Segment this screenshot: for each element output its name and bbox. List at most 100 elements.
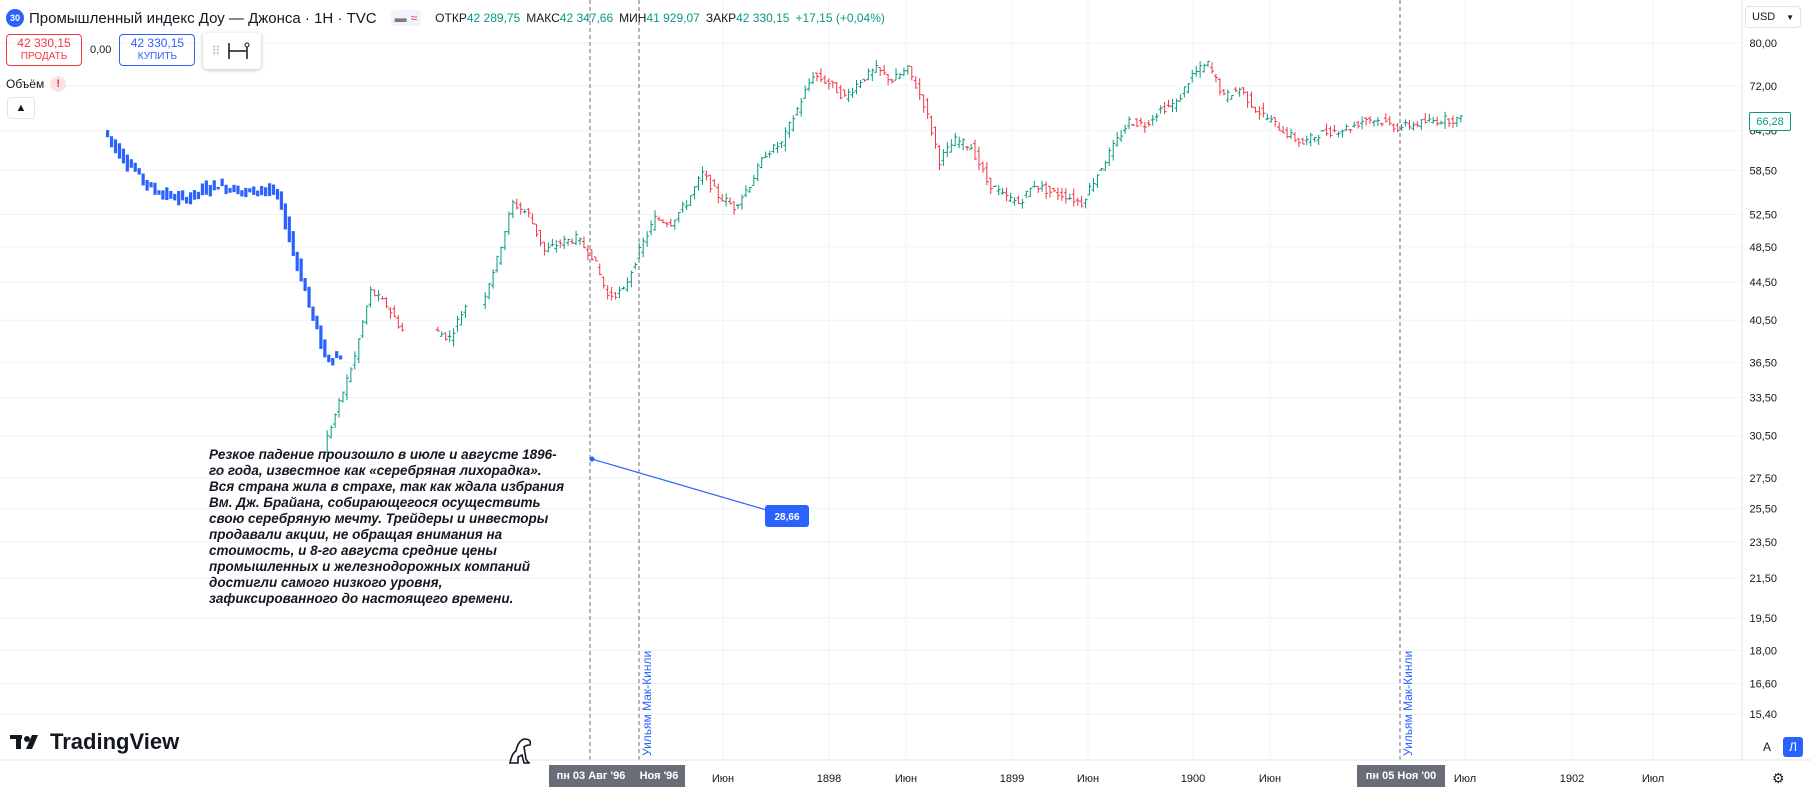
ohlc-bar: [335, 351, 339, 359]
chevron-down-icon: ▼: [1786, 12, 1794, 22]
ohlc-bar: [271, 184, 276, 195]
trade-panel: 42 330,15 ПРОДАТЬ 0,00 42 330,15 КУПИТЬ: [6, 34, 196, 66]
tradingview-logo-icon: [10, 735, 38, 749]
auto-scale-button[interactable]: A: [1762, 740, 1771, 754]
vertical-marker-label: Уильям Мак-Кинли: [1401, 651, 1415, 756]
x-tick-label: Июн: [1077, 773, 1099, 785]
x-tick-label: Июн: [895, 773, 917, 785]
buy-label: КУПИТЬ: [137, 51, 178, 62]
ohlc-bar: [141, 173, 145, 186]
warning-icon[interactable]: !: [50, 76, 67, 92]
x-tick-label: Июн: [1259, 773, 1281, 785]
currency-select[interactable]: USD ▼: [1745, 6, 1801, 28]
ohlc-bar: [315, 315, 319, 330]
ohlc-bar: [129, 159, 133, 168]
ohlc-bar: [323, 339, 327, 358]
ohlc-bar: [240, 190, 244, 197]
buy-price: 42 330,15: [130, 36, 185, 50]
ohlc-bar: [252, 186, 256, 195]
x-tick-label: Июл: [1642, 773, 1664, 785]
y-tick-label: 33,50: [1749, 392, 1777, 404]
date-tag-2: Ноя '96: [633, 765, 685, 787]
y-tick-label: 44,50: [1749, 277, 1777, 289]
symbol-badge: 30: [6, 9, 24, 27]
last-price-tag: 66,28: [1749, 112, 1791, 131]
chart-grid: [0, 0, 1742, 760]
ohlc-bar: [291, 231, 295, 256]
ohlc-bar: [169, 191, 173, 199]
x-tick-label: 1899: [1000, 773, 1024, 785]
ohlc-bar: [264, 187, 268, 197]
status-dash-icon: ▬: [394, 11, 407, 25]
ohlc-values: ОТКР 42 289,75 МАКС 42 347,66 МИН 41 929,07…: [435, 11, 891, 25]
ohlc-bar: [208, 184, 212, 197]
sell-label: ПРОДАТЬ: [20, 51, 68, 62]
ohlc-bar: [248, 188, 252, 193]
dino-icon[interactable]: [506, 735, 534, 765]
ohlc-bar: [200, 183, 204, 196]
log-scale-button[interactable]: Л: [1783, 737, 1803, 757]
ohlc-bar: [149, 182, 153, 188]
symbol-title[interactable]: Промышленный индекс Доу — Джонса · 1Н · …: [29, 9, 377, 27]
status-wave-icon: ≈: [410, 11, 418, 25]
chevron-up-icon: ▲: [15, 102, 27, 114]
ohlc-bar: [275, 188, 280, 200]
y-tick-label: 18,00: [1749, 645, 1777, 657]
trend-price-label: 28,66: [774, 512, 799, 523]
y-tick-label: 80,00: [1749, 38, 1777, 50]
chart-header: 30 Промышленный индекс Доу — Джонса · 1Н…: [6, 8, 891, 28]
y-tick-label: 15,40: [1749, 709, 1777, 721]
ohlc-bar: [228, 188, 232, 193]
ohlc-bar: [303, 278, 307, 292]
collapse-button[interactable]: ▲: [7, 97, 35, 119]
ohlc-bar: [165, 187, 169, 201]
sell-button[interactable]: 42 330,15 ПРОДАТЬ: [6, 34, 82, 66]
ohlc-bar: [319, 325, 323, 349]
y-tick-label: 25,50: [1749, 504, 1777, 516]
ohlc-bar: [173, 193, 177, 201]
tradingview-logo[interactable]: TradingView: [10, 729, 179, 755]
price-axis: 80,0072,0064,5058,5052,5048,5044,5040,50…: [1741, 0, 1777, 760]
y-tick-label: 27,50: [1749, 473, 1777, 485]
x-tick-label: Июл: [1454, 773, 1476, 785]
ohlc-bar: [327, 354, 331, 363]
drag-handle-icon[interactable]: ⠿: [211, 44, 221, 58]
ohlc-bar: [216, 186, 220, 190]
ohlc-bar: [153, 182, 157, 195]
date-tag-1: пн 03 Авг '96: [549, 765, 633, 787]
ohlc-bar: [220, 178, 224, 187]
ohlc-bar: [177, 190, 181, 206]
trend-line-tool: 28,66: [589, 456, 809, 527]
sell-price: 42 330,15: [17, 36, 71, 50]
ohlc-bar: [133, 162, 137, 172]
volume-legend: Объём !: [6, 76, 67, 92]
y-tick-label: 36,50: [1749, 358, 1777, 370]
ohlc-bar: [279, 191, 283, 210]
ohlc-bar: [212, 180, 216, 191]
ohlc-low-key: МИН: [619, 11, 647, 25]
ohlc-low: 41 929,07: [646, 11, 700, 25]
text-annotation[interactable]: Резкое падение произошло в июле и август…: [209, 447, 565, 606]
drawing-toolbox[interactable]: ⠿: [203, 33, 261, 69]
x-tick-label: Июн: [712, 773, 734, 785]
price-range-icon[interactable]: [226, 40, 252, 62]
y-tick-label: 21,50: [1749, 573, 1777, 585]
volume-label[interactable]: Объём: [6, 77, 45, 91]
ohlc-bar: [157, 190, 161, 195]
ohlc-bar: [192, 190, 197, 200]
ohlc-bar: [283, 203, 287, 230]
market-status[interactable]: ▬ ≈: [390, 10, 422, 26]
ohlc-bars: [106, 59, 1463, 453]
x-tick-label: 1898: [817, 773, 841, 785]
vertical-marker-label: Уильям Мак-Кинли: [640, 651, 654, 756]
y-tick-label: 16,60: [1749, 678, 1777, 690]
ohlc-bar: [204, 180, 208, 195]
ohlc-bar: [117, 143, 122, 159]
ohlc-bar: [106, 130, 110, 138]
settings-gear-icon[interactable]: ⚙: [1772, 770, 1785, 786]
ohlc-open-key: ОТКР: [435, 11, 467, 25]
buy-button[interactable]: 42 330,15 КУПИТЬ: [119, 34, 196, 66]
time-axis: Июн 1898 Июн 1899 Июн 1900 Июн Июл 1902 Июл: [0, 759, 1811, 785]
vertical-markers: Уильям Мак-Кинли Уильям Мак-Кинли: [589, 0, 1415, 760]
